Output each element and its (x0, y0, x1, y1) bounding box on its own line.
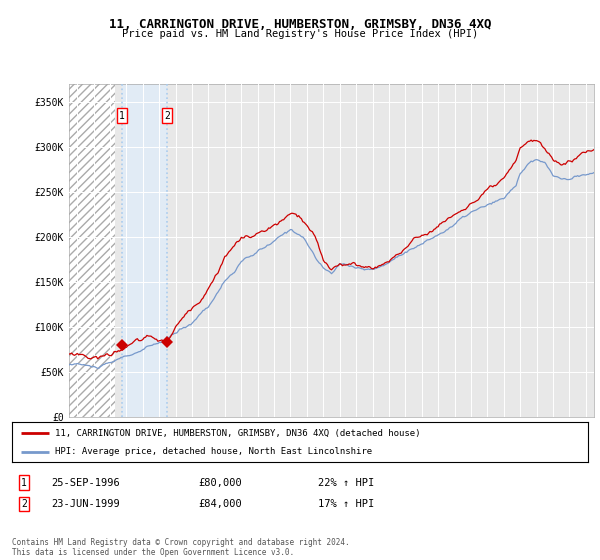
Text: 23-JUN-1999: 23-JUN-1999 (51, 499, 120, 509)
Text: 2: 2 (21, 499, 27, 509)
Text: HPI: Average price, detached house, North East Lincolnshire: HPI: Average price, detached house, Nort… (55, 447, 373, 456)
Text: 22% ↑ HPI: 22% ↑ HPI (318, 478, 374, 488)
Text: 2: 2 (164, 111, 170, 120)
Text: 17% ↑ HPI: 17% ↑ HPI (318, 499, 374, 509)
Text: 1: 1 (21, 478, 27, 488)
Text: 25-SEP-1996: 25-SEP-1996 (51, 478, 120, 488)
Text: 11, CARRINGTON DRIVE, HUMBERSTON, GRIMSBY, DN36 4XQ (detached house): 11, CARRINGTON DRIVE, HUMBERSTON, GRIMSB… (55, 428, 421, 437)
Text: Price paid vs. HM Land Registry's House Price Index (HPI): Price paid vs. HM Land Registry's House … (122, 29, 478, 39)
Text: £84,000: £84,000 (198, 499, 242, 509)
Text: 1: 1 (119, 111, 125, 120)
Text: 11, CARRINGTON DRIVE, HUMBERSTON, GRIMSBY, DN36 4XQ: 11, CARRINGTON DRIVE, HUMBERSTON, GRIMSB… (109, 18, 491, 31)
Text: Contains HM Land Registry data © Crown copyright and database right 2024.
This d: Contains HM Land Registry data © Crown c… (12, 538, 350, 557)
Text: £80,000: £80,000 (198, 478, 242, 488)
